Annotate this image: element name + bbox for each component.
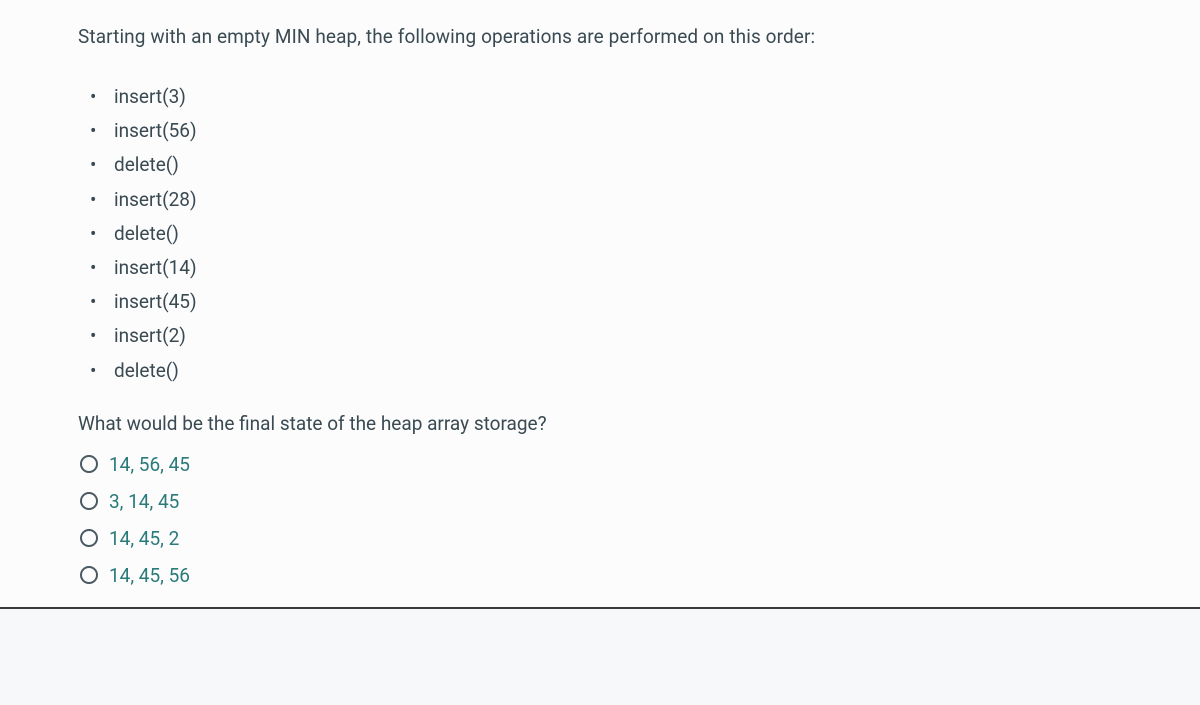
operation-item: insert(56)	[90, 114, 1122, 148]
option-row-4[interactable]: 14, 45, 56	[80, 564, 1122, 587]
operation-item: insert(28)	[90, 183, 1122, 217]
option-label: 14, 45, 56	[109, 564, 190, 587]
radio-icon	[80, 529, 98, 547]
operation-item: delete()	[90, 148, 1122, 182]
operation-item: insert(45)	[90, 285, 1122, 319]
question-prompt: What would be the final state of the hea…	[78, 412, 1122, 435]
operation-item: delete()	[90, 217, 1122, 251]
operations-list: insert(3) insert(56) delete() insert(28)…	[78, 80, 1122, 388]
option-label: 3, 14, 45	[109, 490, 179, 513]
operation-item: insert(14)	[90, 251, 1122, 285]
radio-icon	[80, 492, 98, 510]
question-container: Starting with an empty MIN heap, the fol…	[0, 0, 1200, 609]
option-row-1[interactable]: 14, 56, 45	[80, 453, 1122, 476]
option-row-3[interactable]: 14, 45, 2	[80, 527, 1122, 550]
operation-item: insert(2)	[90, 319, 1122, 353]
radio-icon	[80, 566, 98, 584]
option-label: 14, 45, 2	[109, 527, 179, 550]
radio-icon	[80, 455, 98, 473]
option-label: 14, 56, 45	[109, 453, 190, 476]
operation-item: delete()	[90, 354, 1122, 388]
question-intro: Starting with an empty MIN heap, the fol…	[78, 25, 1122, 48]
option-row-2[interactable]: 3, 14, 45	[80, 490, 1122, 513]
options-container: 14, 56, 45 3, 14, 45 14, 45, 2 14, 45, 5…	[78, 453, 1122, 587]
operation-item: insert(3)	[90, 80, 1122, 114]
